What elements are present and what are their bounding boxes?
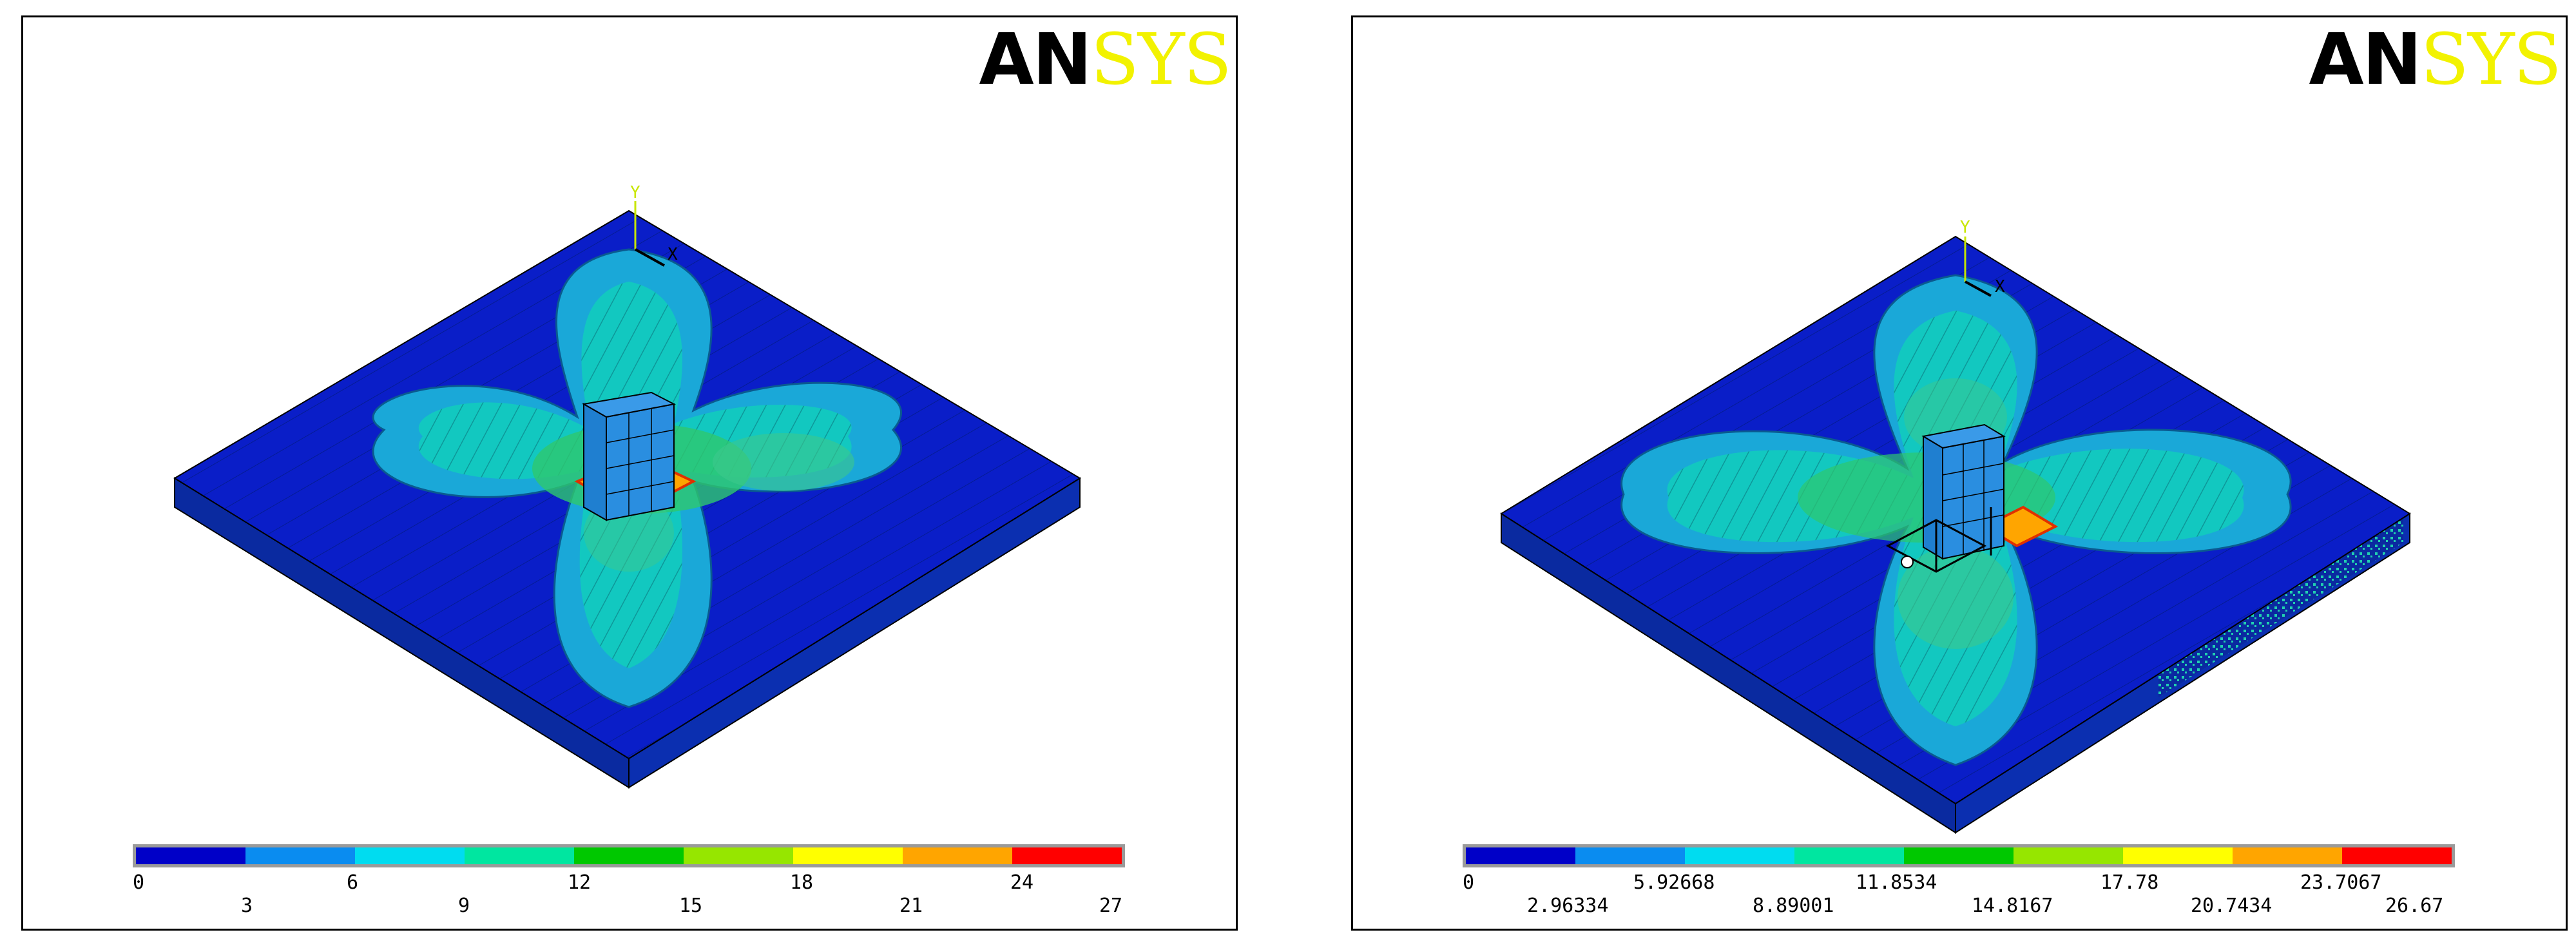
legend-swatch bbox=[793, 847, 903, 864]
legend-tick: 8.89001 bbox=[1753, 895, 1834, 917]
legend-swatch bbox=[2014, 847, 2123, 864]
legend-tick: 27 bbox=[1099, 895, 1123, 917]
svg-text:X: X bbox=[668, 245, 678, 264]
legend-swatch bbox=[684, 847, 793, 864]
legend-tick: 11.8534 bbox=[1856, 871, 1937, 894]
contour-legend: 0 6 12 18 24 3 9 15 21 27 bbox=[133, 844, 1125, 919]
legend-tick: 23.7067 bbox=[2300, 871, 2382, 894]
legend-tick: 20.7434 bbox=[2191, 895, 2273, 917]
right-contour-plot-panel: ANSYS bbox=[1351, 15, 2568, 931]
legend-tick: 26.67 bbox=[2385, 895, 2444, 917]
legend-tick: 3 bbox=[241, 895, 253, 917]
legend-swatch bbox=[1012, 847, 1122, 864]
foundation-slab-contour: Y X bbox=[1500, 218, 2411, 834]
legend-tick: 18 bbox=[790, 871, 814, 894]
contour-legend: 0 5.92668 11.8534 17.78 23.7067 2.96334 … bbox=[1463, 844, 2455, 919]
axis-triad: Y X bbox=[1960, 218, 2005, 297]
legend-tick: 5.92668 bbox=[1633, 871, 1715, 894]
legend-swatch bbox=[465, 847, 574, 864]
legend-swatch bbox=[2233, 847, 2342, 864]
legend-swatch bbox=[1904, 847, 2014, 864]
column-block bbox=[1921, 423, 2006, 560]
legend-tick: 6 bbox=[347, 871, 359, 894]
legend-tick: 14.8167 bbox=[1972, 895, 2053, 917]
legend-tick: 21 bbox=[899, 895, 923, 917]
legend-swatch bbox=[1794, 847, 1904, 864]
legend-swatch bbox=[245, 847, 355, 864]
legend-color-bar bbox=[133, 844, 1125, 867]
legend-tick: 9 bbox=[458, 895, 470, 917]
legend-tick: 12 bbox=[568, 871, 591, 894]
foundation-slab-contour: Y X bbox=[173, 183, 1081, 789]
column-block bbox=[582, 391, 677, 521]
legend-swatch bbox=[1575, 847, 1685, 864]
legend-tick: 2.96334 bbox=[1527, 895, 1609, 917]
legend-color-bar bbox=[1463, 844, 2455, 867]
legend-swatch bbox=[1466, 847, 1575, 864]
axis-triad: Y X bbox=[630, 183, 678, 267]
legend-swatch bbox=[1685, 847, 1794, 864]
svg-text:Y: Y bbox=[630, 183, 640, 202]
legend-tick: 24 bbox=[1010, 871, 1034, 894]
legend-tick: 0 bbox=[1463, 871, 1475, 894]
svg-text:Y: Y bbox=[1960, 218, 1970, 237]
legend-swatch bbox=[136, 847, 245, 864]
legend-tick: 15 bbox=[679, 895, 703, 917]
ansys-logo: ANSYS bbox=[979, 18, 1232, 101]
legend-tick: 17.78 bbox=[2100, 871, 2159, 894]
legend-tick-labels: 0 6 12 18 24 3 9 15 21 27 bbox=[133, 867, 1125, 919]
legend-swatch bbox=[355, 847, 465, 864]
legend-tick: 0 bbox=[133, 871, 145, 894]
legend-swatch bbox=[2123, 847, 2233, 864]
legend-swatch bbox=[903, 847, 1012, 864]
ansys-logo: ANSYS bbox=[2309, 18, 2562, 101]
legend-swatch bbox=[2342, 847, 2452, 864]
slab-speckle-region bbox=[2158, 514, 2403, 697]
svg-text:X: X bbox=[1995, 277, 2005, 296]
legend-tick-labels: 0 5.92668 11.8534 17.78 23.7067 2.96334 … bbox=[1463, 867, 2455, 919]
legend-swatch bbox=[574, 847, 684, 864]
column-support-outline bbox=[1885, 507, 1992, 573]
left-contour-plot-panel: ANSYS bbox=[21, 15, 1238, 931]
